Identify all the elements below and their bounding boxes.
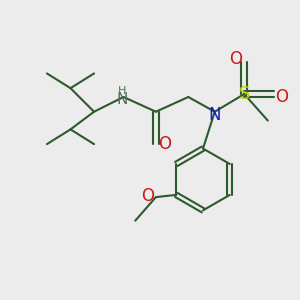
Text: O: O	[275, 88, 288, 106]
Text: O: O	[158, 135, 171, 153]
Text: N: N	[208, 106, 221, 124]
Text: H: H	[118, 85, 126, 95]
Text: N: N	[116, 92, 128, 107]
Text: O: O	[230, 50, 242, 68]
Text: O: O	[141, 187, 154, 205]
Text: S: S	[238, 85, 250, 103]
